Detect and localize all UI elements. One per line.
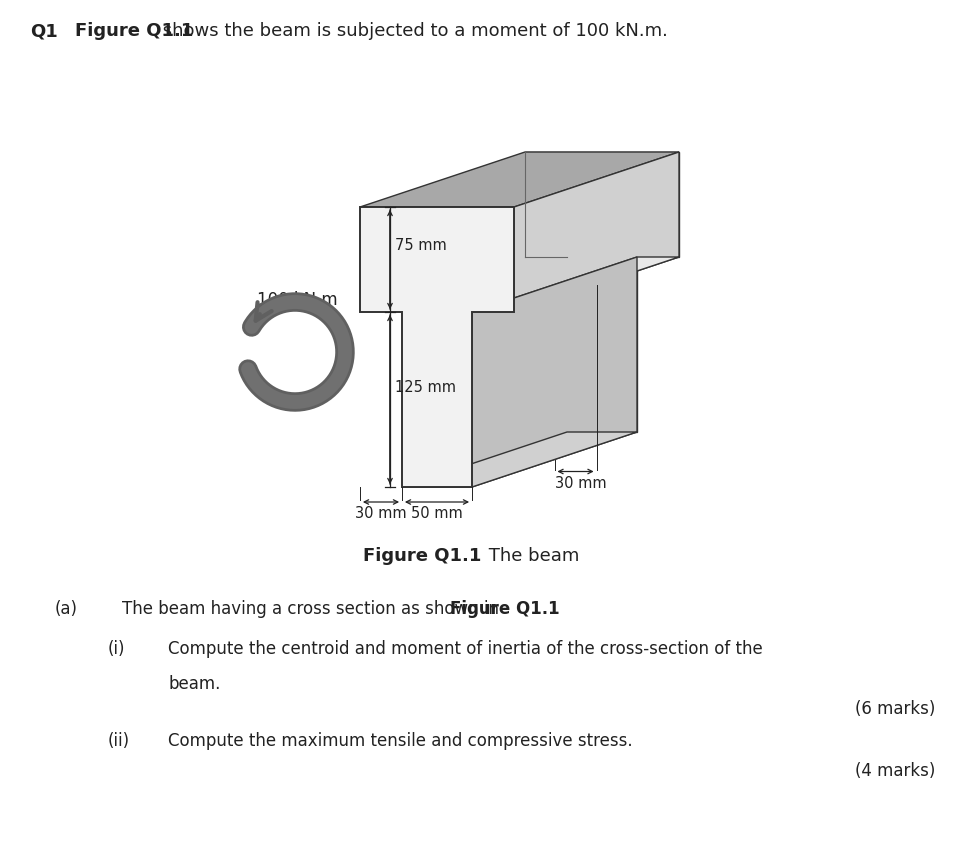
Text: 50 mm: 50 mm — [411, 506, 463, 521]
Text: shows the beam is subjected to a moment of 100 kN.m.: shows the beam is subjected to a moment … — [157, 22, 668, 40]
Text: (i): (i) — [108, 640, 125, 658]
Text: Figure Q1.1: Figure Q1.1 — [450, 600, 560, 618]
Text: 30 mm: 30 mm — [555, 476, 606, 491]
Text: (a): (a) — [55, 600, 78, 618]
Text: (ii): (ii) — [108, 732, 130, 750]
Text: 75 mm: 75 mm — [395, 237, 447, 253]
Text: 100 kN.m: 100 kN.m — [257, 291, 338, 309]
Text: Figure Q1.1: Figure Q1.1 — [75, 22, 193, 40]
Text: beam.: beam. — [168, 675, 220, 693]
Text: (4 marks): (4 marks) — [855, 762, 935, 780]
Text: The beam: The beam — [483, 547, 579, 565]
Polygon shape — [402, 432, 637, 487]
Text: .: . — [534, 600, 539, 618]
Polygon shape — [360, 152, 679, 207]
Polygon shape — [472, 257, 637, 487]
Text: Compute the centroid and moment of inertia of the cross-section of the: Compute the centroid and moment of inert… — [168, 640, 762, 658]
Text: 30 mm: 30 mm — [355, 506, 407, 521]
Text: Q1: Q1 — [30, 22, 58, 40]
Polygon shape — [472, 257, 679, 312]
Text: Figure Q1.1: Figure Q1.1 — [363, 547, 481, 565]
Text: 125 mm: 125 mm — [395, 380, 456, 395]
Text: The beam having a cross section as shown in: The beam having a cross section as shown… — [122, 600, 505, 618]
Polygon shape — [514, 152, 679, 312]
Text: (6 marks): (6 marks) — [855, 700, 935, 718]
Text: Compute the maximum tensile and compressive stress.: Compute the maximum tensile and compress… — [168, 732, 633, 750]
Polygon shape — [525, 152, 679, 432]
Polygon shape — [360, 207, 514, 487]
